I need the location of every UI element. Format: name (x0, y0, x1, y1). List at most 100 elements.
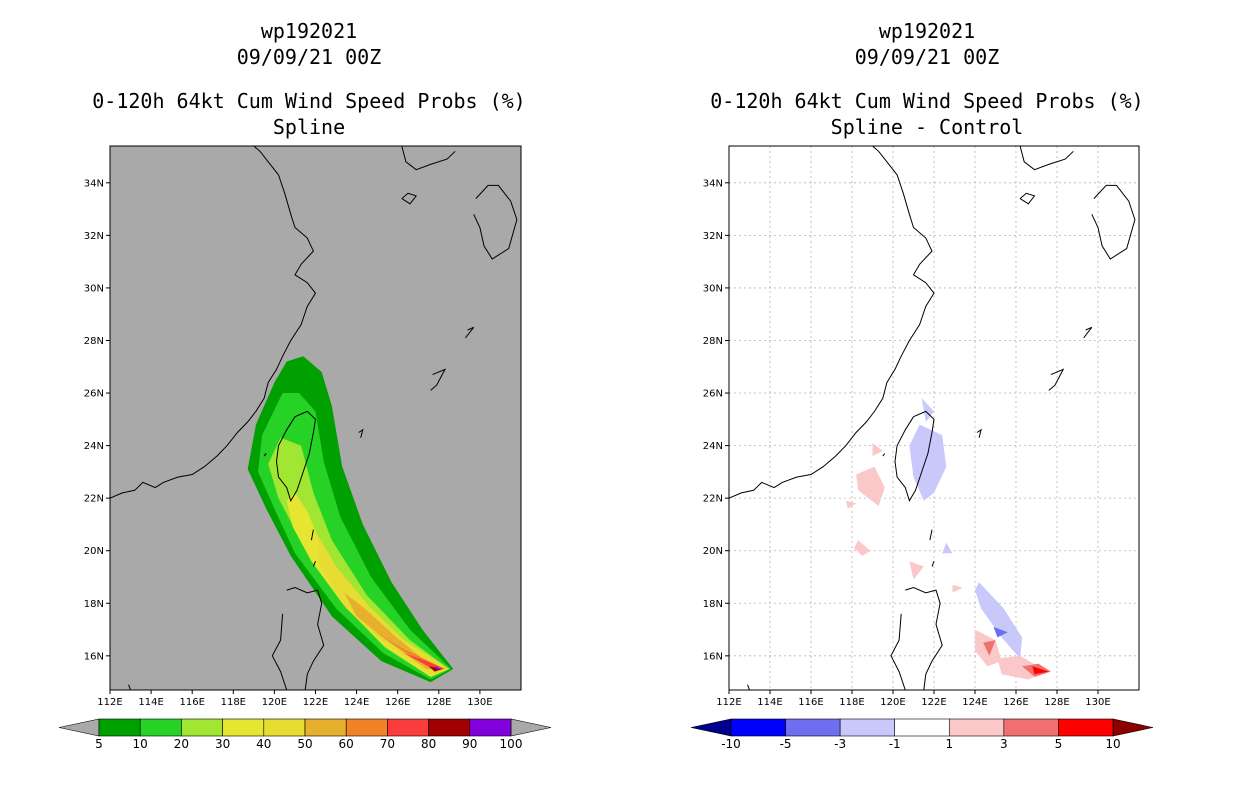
x-tick-label: 118E (839, 697, 864, 708)
variant-label: Spline (272, 115, 346, 139)
probability-contour-90 (434, 666, 441, 671)
colorbar-label: 40 (256, 737, 271, 751)
difference-region (872, 443, 883, 457)
probability-contour-20 (268, 437, 450, 677)
colorbar-swatch (222, 718, 265, 737)
coastline (882, 453, 886, 457)
y-tick-label: 26N (84, 389, 104, 400)
probability-colorbar: 5 10 20 30 40 50 60 70 80 90 100 (58, 718, 552, 751)
colorbar-swatch (304, 718, 347, 737)
product-label: 0-120h 64kt Cum Wind Speed Probs (%) (710, 89, 1144, 113)
colorbar-swatch (181, 718, 223, 737)
colorbar-label: 70 (380, 737, 395, 751)
x-tick-label: 116E (798, 697, 823, 708)
y-tick-label: 16N (84, 651, 104, 662)
x-tick-label: 124E (344, 697, 369, 708)
x-tick-label: 126E (385, 697, 410, 708)
colorbar-label: 10 (133, 737, 148, 751)
left-panel-title: wp192021 09/09/21 00Z 0-120h 64kt Cum Wi… (9, 18, 609, 140)
product-label: 0-120h 64kt Cum Wind Speed Probs (%) (92, 89, 526, 113)
difference-region (993, 626, 1008, 638)
coastline (729, 146, 935, 499)
difference-region (975, 582, 1023, 659)
colorbar-label: 80 (421, 737, 436, 751)
x-tick-label: 118E (221, 697, 246, 708)
coastline (890, 586, 943, 690)
y-tick-label: 34N (703, 178, 723, 189)
colorbar-label: 20 (174, 737, 189, 751)
coastline (401, 192, 418, 205)
colorbar-label: 1 (945, 737, 953, 751)
colorbar-low-arrow (58, 718, 100, 737)
x-tick-label: 128E (1044, 697, 1069, 708)
x-tick-label: 122E (921, 697, 946, 708)
difference-region (854, 540, 871, 556)
coastline (1091, 184, 1136, 260)
difference-colorbar: -10 -5 -3 -1 1 3 5 10 (690, 718, 1154, 751)
y-tick-label: 22N (703, 494, 723, 505)
y-tick-label: 16N (703, 651, 723, 662)
difference-region (942, 542, 953, 554)
colorbar-label: 5 (95, 737, 103, 751)
colorbar-swatch (894, 718, 950, 737)
coastline (312, 561, 316, 567)
y-tick-label: 22N (84, 494, 104, 505)
coastline (1019, 146, 1074, 171)
probability-contour-80 (428, 666, 443, 672)
map-data-layer (110, 146, 518, 690)
y-tick-label: 28N (703, 336, 723, 347)
colorbar-swatch (948, 718, 1005, 737)
colorbar-swatch (785, 718, 841, 737)
y-tick-label: 24N (703, 441, 723, 452)
coastline (747, 684, 750, 690)
storm-id-label: wp192021 (260, 19, 358, 43)
y-tick-label: 20N (84, 546, 104, 557)
colorbar-label: 90 (462, 737, 477, 751)
difference-region (909, 561, 924, 580)
difference-region (856, 466, 885, 506)
coastline (271, 586, 325, 690)
right-panel-title: wp192021 09/09/21 00Z 0-120h 64kt Cum Wi… (627, 18, 1227, 140)
coastline (128, 684, 132, 690)
coastline (473, 184, 518, 260)
colorbar-swatch (1003, 718, 1059, 737)
y-tick-label: 18N (84, 599, 104, 610)
coastline (263, 453, 267, 457)
probability-contour-10 (258, 393, 452, 680)
y-tick-label: 24N (84, 441, 104, 452)
colorbar-label: 3 (1000, 737, 1008, 751)
x-tick-label: 124E (962, 697, 987, 708)
x-tick-label: 120E (880, 697, 905, 708)
coastline (931, 561, 935, 567)
difference-region (921, 398, 934, 422)
x-tick-label: 130E (1085, 697, 1110, 708)
coastline (465, 326, 475, 339)
map-data-layer (729, 146, 1139, 690)
coastline (401, 146, 456, 171)
y-tick-label: 20N (703, 546, 723, 557)
spline-minus-control-map: 112E 114E 116E 118E 120E 122E 124E 126E 128E 130E… (703, 145, 1140, 708)
colorbar-label: 30 (215, 737, 230, 751)
colorbar-label: 60 (339, 737, 354, 751)
coastline (894, 410, 935, 503)
difference-region (983, 640, 996, 656)
y-tick-label: 32N (84, 231, 104, 242)
y-tick-label: 34N (84, 178, 104, 189)
colorbar-high-arrow (1112, 718, 1154, 737)
colorbar-swatch (469, 718, 512, 737)
colorbar-label: -10 (721, 737, 741, 751)
difference-region (845, 500, 857, 509)
x-tick-label: 120E (262, 697, 287, 708)
y-tick-label: 30N (703, 283, 723, 294)
colorbar-swatch (1058, 718, 1114, 737)
colorbar-swatch (263, 718, 306, 737)
probability-contour-70 (403, 653, 445, 669)
x-tick-label: 128E (426, 697, 451, 708)
y-tick-label: 18N (703, 599, 723, 610)
x-tick-label: 112E (97, 697, 122, 708)
coastline (1019, 192, 1036, 205)
colorbar-swatch (98, 718, 141, 737)
colorbar-swatch (345, 718, 388, 737)
date-label: 09/09/21 00Z (236, 45, 382, 69)
